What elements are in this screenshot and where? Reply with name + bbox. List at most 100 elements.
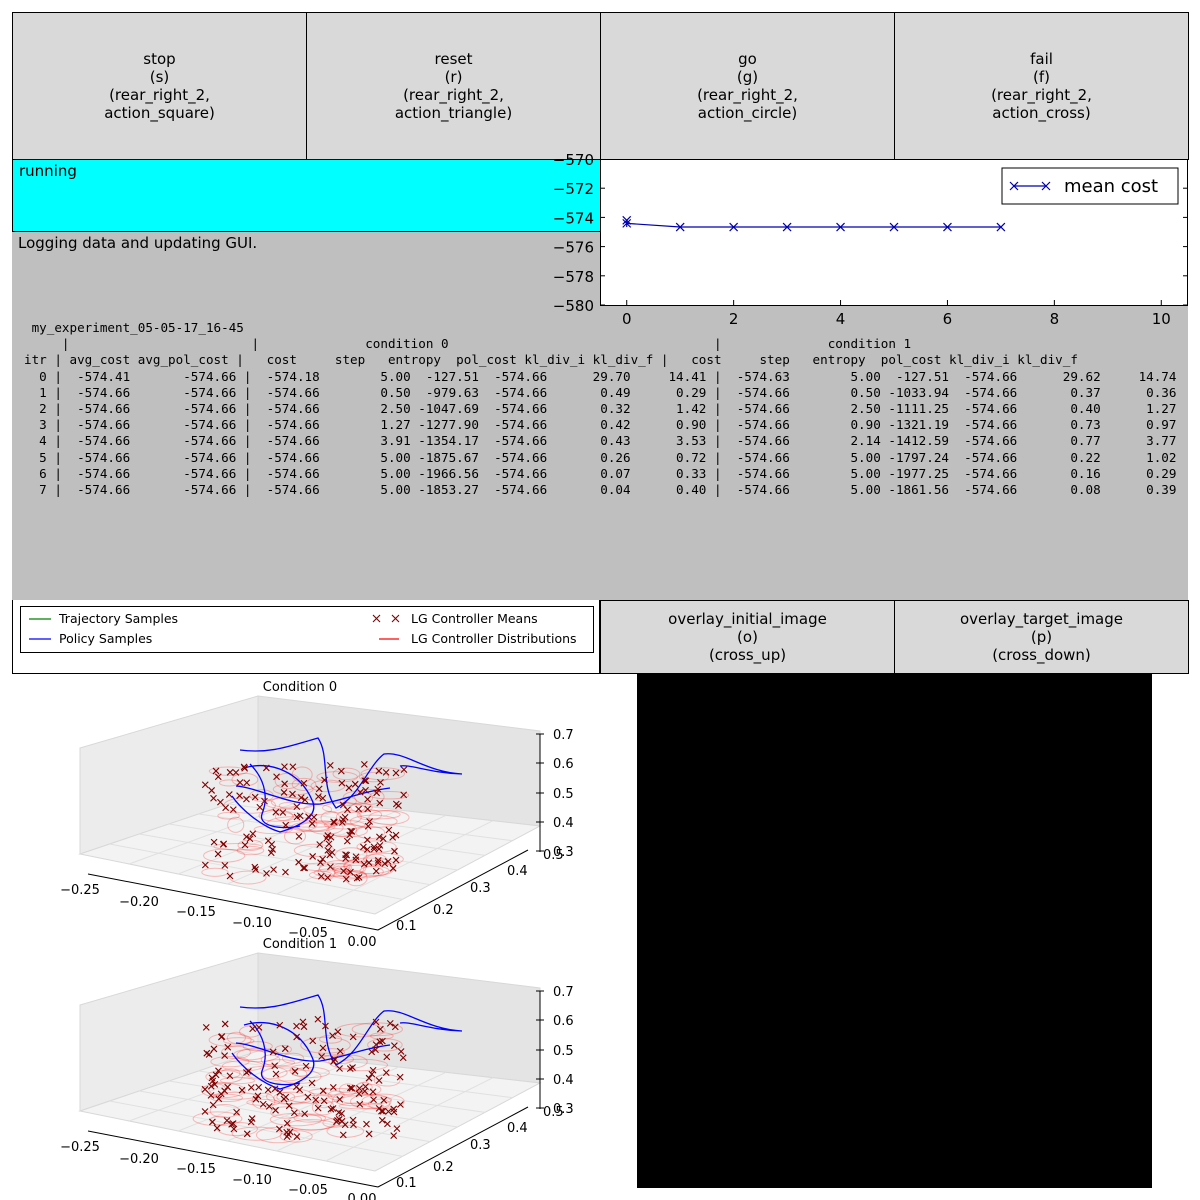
controller-mean <box>356 788 364 796</box>
controller-mean <box>320 1097 328 1105</box>
controller-distribution <box>361 1093 405 1109</box>
controller-mean <box>289 790 296 798</box>
z-tick-label: 0.3 <box>553 1102 574 1117</box>
controller-mean <box>301 1110 309 1118</box>
policy-line-icon <box>29 637 51 640</box>
controller-mean <box>386 1019 394 1027</box>
controller-mean <box>363 1120 370 1128</box>
controller-distribution <box>356 840 397 854</box>
controller-distribution <box>349 814 398 829</box>
controller-mean <box>302 1062 310 1070</box>
controller-mean <box>339 1131 347 1139</box>
mean-cost-chart-svg: mean cost <box>600 158 1188 306</box>
controller-distribution <box>313 868 350 878</box>
fail-button[interactable]: fail (f) (rear_right_2, action_cross) <box>894 12 1189 160</box>
trajectory-line-icon <box>29 617 51 620</box>
go-button[interactable]: go (g) (rear_right_2, action_circle) <box>600 12 895 160</box>
controller-mean <box>221 862 229 869</box>
fail-key: (f) <box>1033 68 1050 86</box>
controller-mean <box>382 1069 390 1077</box>
controller-mean <box>390 1132 398 1140</box>
controller-mean <box>295 858 302 866</box>
overlay-initial-image-button[interactable]: overlay_initial_image (o) (cross_up) <box>600 600 895 674</box>
controller-mean <box>297 794 305 802</box>
controller-mean <box>293 803 301 811</box>
status-bar: running <box>12 159 600 232</box>
controller-distribution <box>308 870 333 880</box>
controller-mean <box>361 777 369 785</box>
controller-mean <box>327 863 334 871</box>
controller-mean <box>389 864 397 872</box>
controller-mean <box>201 781 209 789</box>
controller-mean <box>308 1079 316 1087</box>
controller-mean <box>285 1102 293 1110</box>
controller-mean <box>212 1071 220 1079</box>
controller-distribution <box>356 809 383 821</box>
controller-mean <box>360 860 368 868</box>
controller-mean <box>341 1121 349 1129</box>
controller-mean <box>369 1088 377 1096</box>
reset-button[interactable]: reset (r) (rear_right_2, action_triangle… <box>306 12 601 160</box>
overlay-initial-label: overlay_initial_image <box>668 610 827 628</box>
x-tick-label: −0.20 <box>119 1152 159 1167</box>
y-tick-label: 0.2 <box>433 903 454 918</box>
stop-button[interactable]: stop (s) (rear_right_2, action_square) <box>12 12 307 160</box>
controller-distribution <box>332 1091 375 1107</box>
legend-item-distributions: LG Controller Distributions <box>371 631 577 646</box>
policy-sample <box>239 994 463 1066</box>
controller-mean <box>251 863 259 871</box>
controller-mean <box>305 813 312 821</box>
controller-mean <box>292 1083 300 1091</box>
go-action: action_circle) <box>697 104 798 122</box>
controller-mean <box>226 872 234 880</box>
controller-mean <box>321 776 328 784</box>
controller-mean <box>400 791 408 799</box>
controller-distribution <box>213 1091 258 1100</box>
controller-mean <box>295 833 303 840</box>
controller-mean <box>282 1093 290 1101</box>
controller-mean <box>233 1108 240 1116</box>
x-tick-label: −0.10 <box>232 1173 272 1188</box>
controller-mean <box>244 1067 252 1075</box>
controller-mean <box>384 858 392 865</box>
controller-mean <box>224 1083 232 1091</box>
controller-mean <box>375 1104 383 1112</box>
stop-controller: (rear_right_2, <box>109 86 210 104</box>
controller-mean <box>352 856 360 864</box>
controller-mean <box>355 1090 363 1098</box>
controller-mean <box>376 833 383 841</box>
controller-mean <box>249 1025 257 1033</box>
controller-mean <box>361 1087 369 1095</box>
controller-mean <box>317 859 324 866</box>
z-tick-label: 0.4 <box>553 816 574 831</box>
mean-cost-line <box>626 222 1001 228</box>
controller-distribution <box>201 867 229 877</box>
controller-mean <box>362 786 369 794</box>
controller-mean <box>319 794 327 802</box>
controller-mean <box>291 1067 299 1075</box>
policy-sample <box>249 1020 301 1086</box>
controller-mean <box>400 766 408 774</box>
controller-distribution <box>342 790 374 805</box>
controller-distribution <box>242 1065 288 1080</box>
overlay-initial-key: (o) <box>737 628 758 646</box>
z-tick-label: 0.6 <box>553 1014 574 1029</box>
controller-mean <box>246 835 254 843</box>
controller-mean <box>224 1043 232 1051</box>
policy-sample <box>249 763 301 829</box>
controller-distribution <box>265 816 318 833</box>
controller-mean <box>341 813 349 821</box>
controller-mean <box>365 1074 373 1082</box>
controller-mean <box>347 868 354 876</box>
controller-mean <box>212 767 220 775</box>
controller-distribution <box>320 810 341 826</box>
controller-mean <box>368 1048 376 1056</box>
controller-mean <box>202 1024 210 1031</box>
controller-distribution <box>300 862 351 872</box>
overlay-target-image-button[interactable]: overlay_target_image (p) (cross_down) <box>894 600 1189 674</box>
y-tick-label: 0.1 <box>396 1176 417 1191</box>
controller-mean <box>324 874 332 882</box>
controller-mean <box>273 773 280 781</box>
mean-cost-point <box>943 222 952 232</box>
controller-distribution <box>318 859 367 877</box>
